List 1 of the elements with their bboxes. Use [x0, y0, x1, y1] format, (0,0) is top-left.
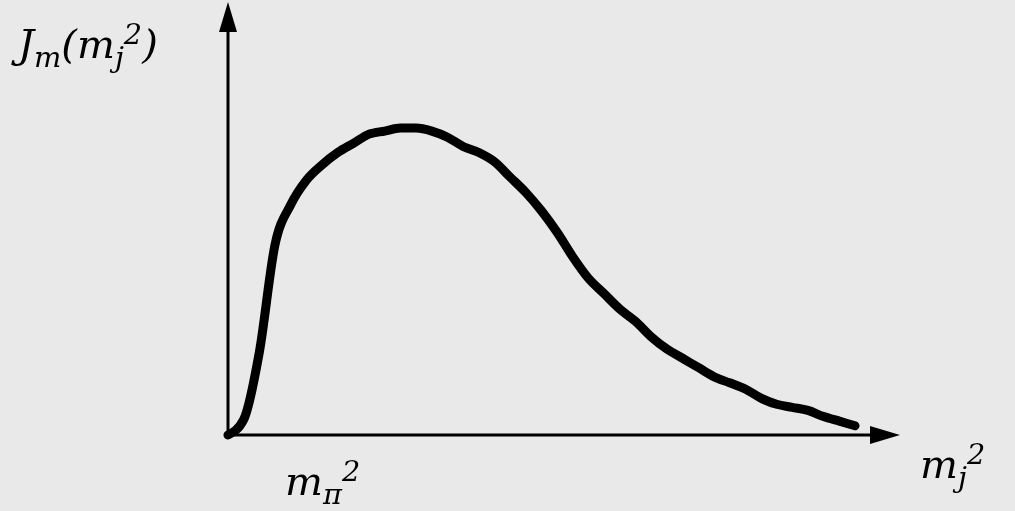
y-axis-title: J$_{m}$(m$_{j}$$^{2}$) [11, 17, 158, 74]
